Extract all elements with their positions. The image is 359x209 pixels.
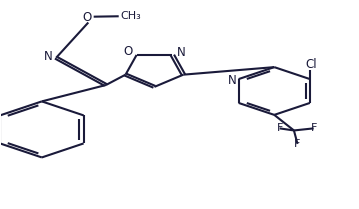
Text: O: O [82, 11, 91, 24]
Text: N: N [177, 46, 186, 59]
Text: F: F [294, 139, 301, 149]
Text: F: F [276, 123, 283, 133]
Text: F: F [311, 123, 317, 133]
Text: N: N [44, 50, 53, 63]
Text: O: O [123, 45, 132, 58]
Text: Cl: Cl [306, 59, 317, 71]
Text: N: N [228, 74, 237, 87]
Text: CH₃: CH₃ [121, 11, 141, 21]
